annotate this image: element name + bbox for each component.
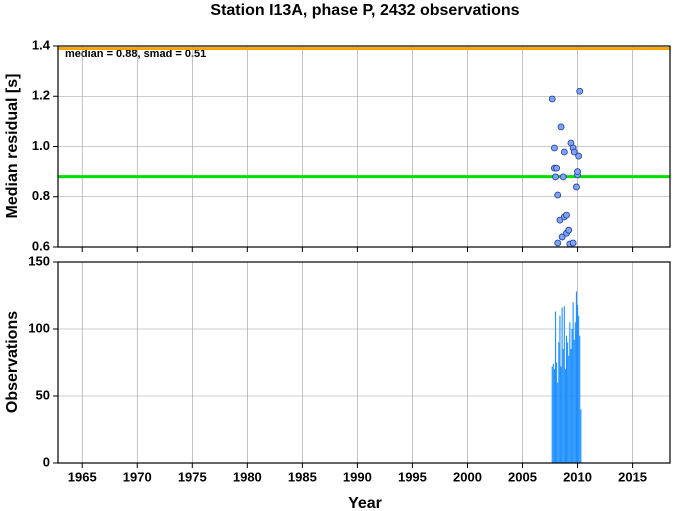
x-axis-label: Year [348, 495, 382, 511]
bar [554, 311, 557, 463]
point [570, 148, 578, 156]
point [560, 148, 568, 156]
x-tick-label: 1995 [398, 469, 427, 484]
point [554, 191, 562, 199]
point [552, 173, 559, 181]
x-tick-label: 1985 [288, 469, 317, 484]
point [575, 152, 583, 160]
x-tick-label: 1990 [343, 469, 372, 484]
y-tick-label: 100 [28, 320, 50, 335]
y-tick-label: 150 [28, 253, 50, 268]
bar [575, 291, 577, 463]
x-tick-label: 1965 [68, 469, 97, 484]
point [563, 211, 570, 219]
bar [562, 349, 564, 463]
x-tick-label: 2005 [508, 469, 537, 484]
x-tick-label: 1970 [123, 469, 152, 484]
x-tick-label: 2015 [618, 469, 647, 484]
point [553, 164, 561, 172]
bar [570, 349, 572, 463]
point [565, 226, 573, 234]
bar [576, 304, 579, 463]
bar [561, 307, 563, 463]
chart-title: Station I13A, phase P, 2432 observations [210, 2, 519, 19]
y-tick-label: 0.6 [32, 238, 50, 253]
y-tick-label: 1.0 [32, 138, 50, 153]
bar [567, 342, 569, 463]
bar [574, 322, 576, 463]
point [551, 144, 558, 152]
point [576, 87, 584, 95]
bar [551, 366, 553, 463]
point [573, 183, 580, 191]
bar [564, 369, 566, 463]
bar [565, 335, 568, 463]
bar [552, 363, 554, 463]
point [558, 233, 566, 241]
bar [569, 322, 571, 463]
point [557, 123, 565, 131]
bar [557, 382, 559, 463]
point [559, 173, 567, 181]
y-tick-label: 0 [43, 454, 50, 469]
bar [571, 329, 573, 463]
bar [579, 335, 581, 463]
plot-frame [57, 45, 671, 248]
bar [558, 342, 560, 463]
y-axis-label: Median residual [s] [4, 74, 21, 219]
bar [572, 302, 574, 463]
point [569, 239, 577, 247]
bar [553, 369, 555, 463]
y-tick-label: 1.2 [32, 88, 50, 103]
x-tick-label: 2010 [563, 469, 592, 484]
bar [578, 315, 580, 463]
point [574, 168, 581, 176]
bar [580, 409, 582, 463]
plot-frame [57, 261, 671, 464]
x-tick-label: 2000 [453, 469, 482, 484]
point [548, 95, 556, 103]
x-tick-label: 1980 [233, 469, 262, 484]
y-tick-label: 1.4 [32, 37, 51, 52]
bar [568, 355, 570, 463]
bar [560, 366, 562, 463]
y-axis-label: Observations [4, 311, 21, 413]
point [554, 239, 562, 247]
bar [556, 362, 558, 463]
y-tick-label: 50 [36, 387, 50, 402]
y-tick-label: 0.8 [32, 188, 50, 203]
bar [559, 315, 561, 463]
bar [573, 339, 575, 463]
bar [563, 306, 565, 463]
annotation: median = 0.88, smad = 0.51 [65, 48, 206, 60]
x-tick-label: 1975 [178, 469, 207, 484]
